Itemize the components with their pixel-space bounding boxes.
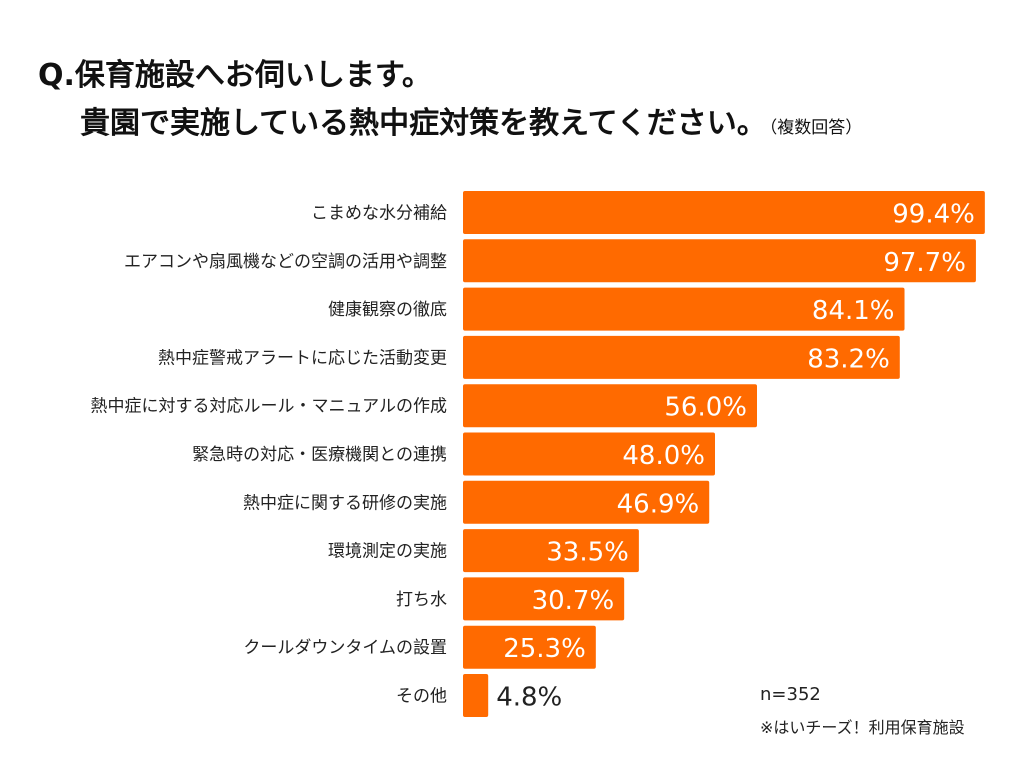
bar-10: [463, 625, 596, 669]
value-label-2: 97.7%: [883, 248, 966, 278]
category-label-7: 熱中症に関する研修の実施: [243, 493, 447, 513]
category-label-5: 熱中症に対する対応ルール・マニュアルの作成: [91, 397, 448, 417]
bar-4: [463, 335, 900, 379]
category-label-10: クールダウンタイムの設置: [243, 638, 447, 658]
category-label-3: 健康観察の徹底: [328, 300, 447, 320]
source-note: ※はいチーズ！利用保育施設: [760, 718, 965, 737]
value-label-1: 99.4%: [892, 200, 975, 230]
sample-size: n=352: [760, 684, 821, 705]
category-label-6: 緊急時の対応・医療機関との連携: [192, 445, 447, 465]
value-label-9: 30.7%: [532, 586, 615, 616]
title-note: （複数回答）: [768, 118, 863, 138]
bar-5: [463, 384, 757, 428]
bar-7: [463, 480, 710, 524]
category-label-2: エアコンや扇風機などの空調の活用や調整: [124, 252, 447, 272]
value-label-11: 4.8%: [496, 683, 562, 713]
category-label-4: 熱中症警戒アラートに応じた活動変更: [158, 348, 447, 368]
value-label-7: 46.9%: [617, 489, 700, 519]
title-line-1: Q.保育施設へお伺いします。: [38, 58, 432, 93]
value-label-10: 25.3%: [503, 634, 586, 664]
title-line-2: 貴園で実施している熱中症対策を教えてください。 （複数回答）: [80, 98, 862, 142]
value-label-8: 33.5%: [546, 538, 629, 568]
category-label-8: 環境測定の実施: [328, 542, 447, 562]
value-label-5: 56.0%: [664, 393, 747, 423]
bar-11: [463, 674, 489, 717]
bar-9: [463, 577, 625, 621]
bar-2: [463, 239, 976, 283]
bar-1: [463, 191, 985, 234]
bar-8: [463, 529, 639, 573]
category-label-1: こまめな水分補給: [311, 204, 447, 224]
category-label-11: その他: [396, 687, 447, 707]
value-label-6: 48.0%: [622, 441, 705, 471]
bar-3: [463, 287, 905, 331]
title-question: 貴園で実施している熱中症対策を教えてください。: [80, 106, 767, 141]
value-label-4: 83.2%: [807, 344, 890, 374]
bar-6: [463, 432, 715, 476]
category-label-9: 打ち水: [396, 590, 447, 610]
value-label-3: 84.1%: [812, 296, 895, 326]
